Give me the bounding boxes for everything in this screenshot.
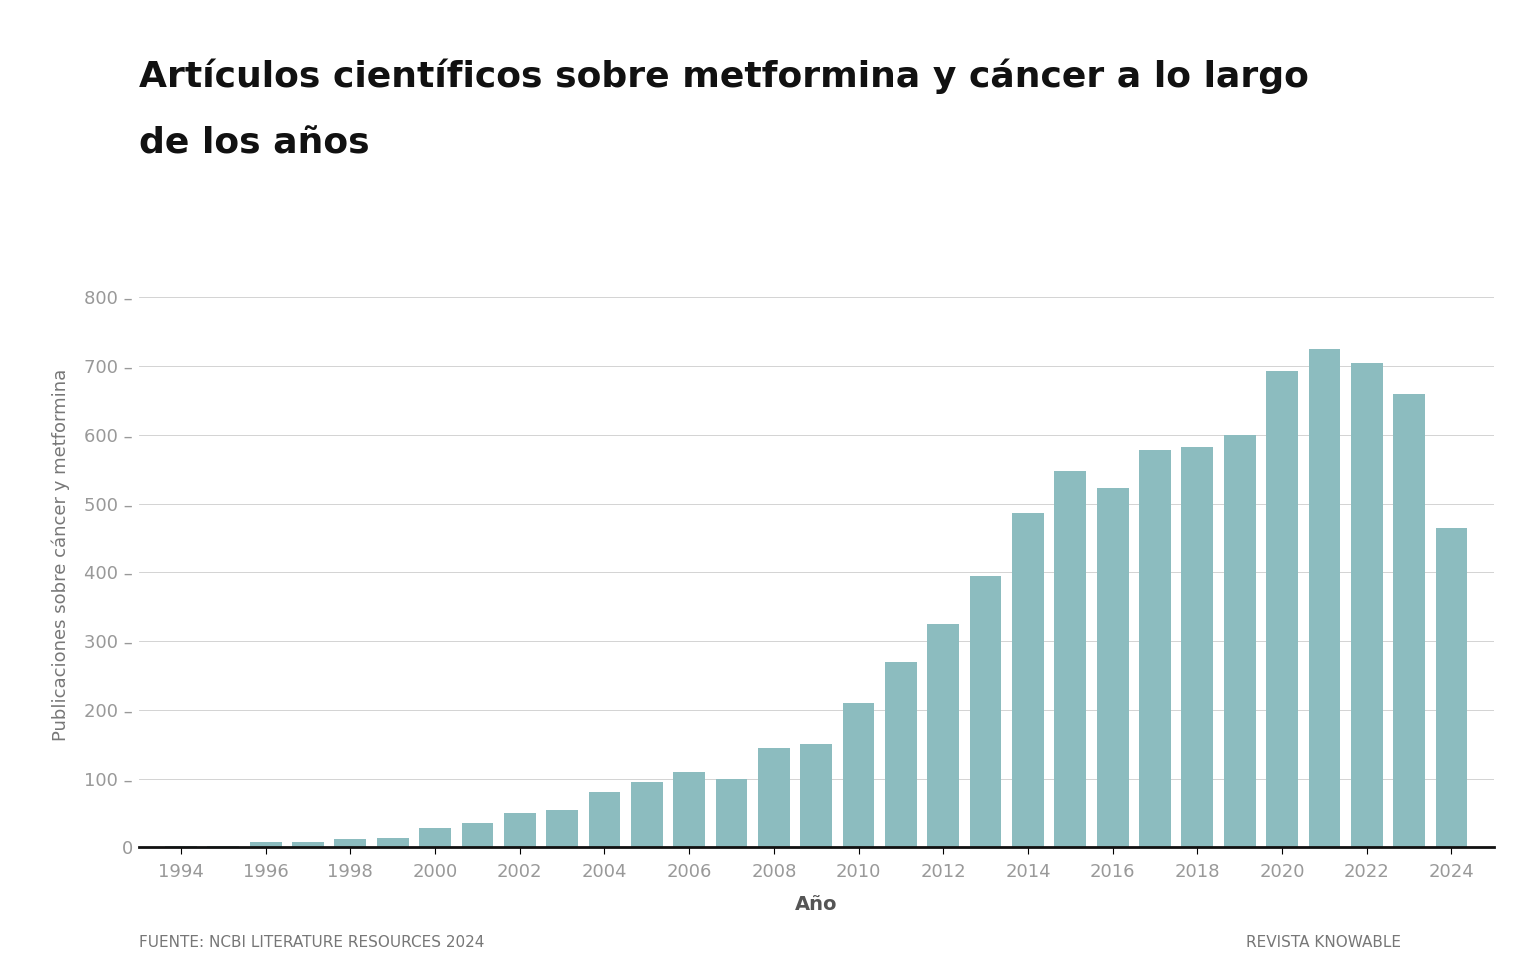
Bar xyxy=(547,809,578,847)
Bar xyxy=(588,793,621,847)
Bar xyxy=(716,778,747,847)
Bar xyxy=(377,838,408,847)
Bar xyxy=(419,828,451,847)
Bar xyxy=(165,846,197,847)
Bar xyxy=(504,813,536,847)
Bar xyxy=(1224,434,1255,847)
Bar xyxy=(462,823,493,847)
Bar xyxy=(758,748,790,847)
Text: REVISTA KNOWABLE: REVISTA KNOWABLE xyxy=(1246,935,1401,950)
Text: FUENTE: NCBI LITERATURE RESOURCES 2024: FUENTE: NCBI LITERATURE RESOURCES 2024 xyxy=(139,935,484,950)
X-axis label: Año: Año xyxy=(795,894,838,914)
Text: de los años: de los años xyxy=(139,127,370,161)
Bar xyxy=(970,576,1001,847)
Bar xyxy=(1309,349,1340,847)
Bar xyxy=(885,661,916,847)
Bar xyxy=(1394,393,1424,847)
Bar xyxy=(1055,471,1086,847)
Bar xyxy=(842,703,875,847)
Bar xyxy=(1012,512,1044,847)
Bar xyxy=(293,842,323,847)
Bar xyxy=(208,846,239,847)
Bar xyxy=(249,842,282,847)
Bar xyxy=(1435,528,1468,847)
Text: Artículos científicos sobre metformina y cáncer a lo largo: Artículos científicos sobre metformina y… xyxy=(139,58,1309,94)
Bar xyxy=(334,840,367,847)
Bar xyxy=(1096,488,1129,847)
Bar xyxy=(801,744,832,847)
Bar xyxy=(1266,371,1298,847)
Y-axis label: Publicaciones sobre cáncer y metformina: Publicaciones sobre cáncer y metformina xyxy=(52,369,71,741)
Bar xyxy=(1351,362,1383,847)
Bar xyxy=(631,782,662,847)
Bar xyxy=(1181,446,1214,847)
Bar xyxy=(1140,450,1170,847)
Bar xyxy=(927,624,959,847)
Bar xyxy=(673,771,705,847)
